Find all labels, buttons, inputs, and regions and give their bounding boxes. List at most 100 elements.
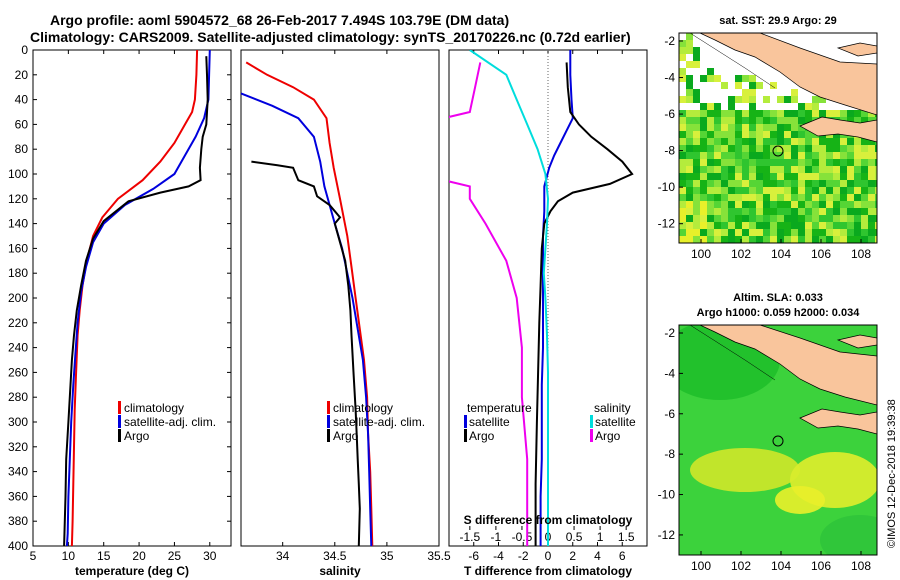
sst-cell <box>679 124 686 131</box>
legend-swatch-s-satellite <box>590 415 593 428</box>
sst-cell <box>784 124 791 131</box>
sst-cell <box>707 229 714 236</box>
sst-cell <box>721 159 728 166</box>
sst-cell <box>770 194 777 201</box>
map-y-tick-label: -8 <box>664 144 675 158</box>
sst-cell <box>861 152 868 159</box>
sst-cell <box>735 138 742 145</box>
sst-cell <box>770 82 777 89</box>
sst-bathymetry-contour <box>689 33 776 89</box>
map-y-tick-label: -10 <box>658 180 676 194</box>
sst-cell <box>854 187 861 194</box>
difference-s-axis: -1.5-1-0.500.511.5 <box>459 526 635 544</box>
sst-cell <box>868 201 875 208</box>
x-tick-label: -4 <box>493 549 504 563</box>
sst-cell <box>798 222 805 229</box>
y-tick-label: 300 <box>8 415 28 429</box>
x-tick-label: 30 <box>203 549 217 563</box>
sst-cell <box>756 208 763 215</box>
difference-legend: temperature satellite Argo salinity sate… <box>464 401 636 443</box>
sst-cell <box>819 152 826 159</box>
sst-cell <box>770 131 777 138</box>
sst-cell <box>798 180 805 187</box>
sst-cell <box>770 166 777 173</box>
sst-cell <box>847 187 854 194</box>
sst-cell <box>840 166 847 173</box>
sst-cell <box>833 201 840 208</box>
sst-cell <box>777 201 784 208</box>
difference-x-axis: -6 -4 -2 0 2 4 6 <box>468 50 626 563</box>
sst-cell <box>686 89 693 96</box>
sst-cell <box>826 173 833 180</box>
sst-cell <box>742 110 749 117</box>
sst-cell <box>861 222 868 229</box>
sst-cell <box>728 208 735 215</box>
sst-cell <box>812 215 819 222</box>
sst-cell <box>700 166 707 173</box>
x-tick-label: 0 <box>545 549 552 563</box>
sst-cell <box>749 138 756 145</box>
sst-cell <box>735 82 742 89</box>
legend-swatch-t-satellite <box>464 415 467 428</box>
sst-cell <box>770 215 777 222</box>
series-climatology <box>70 50 199 546</box>
sst-cell <box>791 145 798 152</box>
salinity-x-axis: 34 34.5 35 35.5 <box>276 50 451 563</box>
sst-cell <box>686 145 693 152</box>
sst-cell <box>707 138 714 145</box>
sst-cell <box>756 145 763 152</box>
sst-cell <box>756 194 763 201</box>
sst-cell <box>686 152 693 159</box>
sst-cell <box>763 152 770 159</box>
sst-cell <box>763 145 770 152</box>
sst-cell <box>847 152 854 159</box>
sst-cell <box>777 194 784 201</box>
sst-cell <box>840 187 847 194</box>
y-tick-label: 340 <box>8 465 28 479</box>
s-tick-label: 1.5 <box>618 530 635 544</box>
sst-cell <box>728 96 735 103</box>
legend-swatch-argo <box>118 429 121 442</box>
sst-cell <box>847 145 854 152</box>
sst-cell <box>728 138 735 145</box>
sst-cell <box>868 194 875 201</box>
sst-cell <box>721 236 728 243</box>
sst-cell <box>693 54 700 61</box>
sst-cell <box>798 131 805 138</box>
legend-s-satellite: satellite <box>595 415 636 429</box>
sst-cell <box>686 40 693 47</box>
sst-cell <box>840 215 847 222</box>
sst-cell <box>784 117 791 124</box>
sla-map-title-line1: Altim. SLA: 0.033 <box>733 292 823 304</box>
sst-cell <box>819 110 826 117</box>
sst-cell <box>791 194 798 201</box>
sst-cell <box>805 117 812 124</box>
sst-cell <box>679 194 686 201</box>
sst-cell <box>777 131 784 138</box>
sst-cell <box>742 96 749 103</box>
sst-cell <box>721 201 728 208</box>
sst-cell <box>742 187 749 194</box>
map-y-tick-label: -6 <box>664 107 675 121</box>
sst-cell <box>714 208 721 215</box>
sst-cell <box>749 159 756 166</box>
sst-cell <box>770 201 777 208</box>
sst-cell <box>784 194 791 201</box>
sst-cell <box>770 124 777 131</box>
sst-cell <box>749 166 756 173</box>
sst-cell <box>777 187 784 194</box>
salinity-lines <box>241 61 374 546</box>
sst-cell <box>875 201 877 208</box>
sst-cell <box>805 159 812 166</box>
temperature-legend: climatology satellite-adj. clim. Argo <box>118 401 216 443</box>
sst-cell <box>700 75 707 82</box>
sst-cell <box>791 208 798 215</box>
sst-cell <box>833 236 840 243</box>
x-tick-label: 34.5 <box>323 549 347 563</box>
sst-cell <box>833 145 840 152</box>
sst-cell <box>763 180 770 187</box>
sst-cell <box>784 173 791 180</box>
sst-cell <box>700 201 707 208</box>
map-x-tick-label: 100 <box>691 247 711 261</box>
sst-cell <box>749 236 756 243</box>
